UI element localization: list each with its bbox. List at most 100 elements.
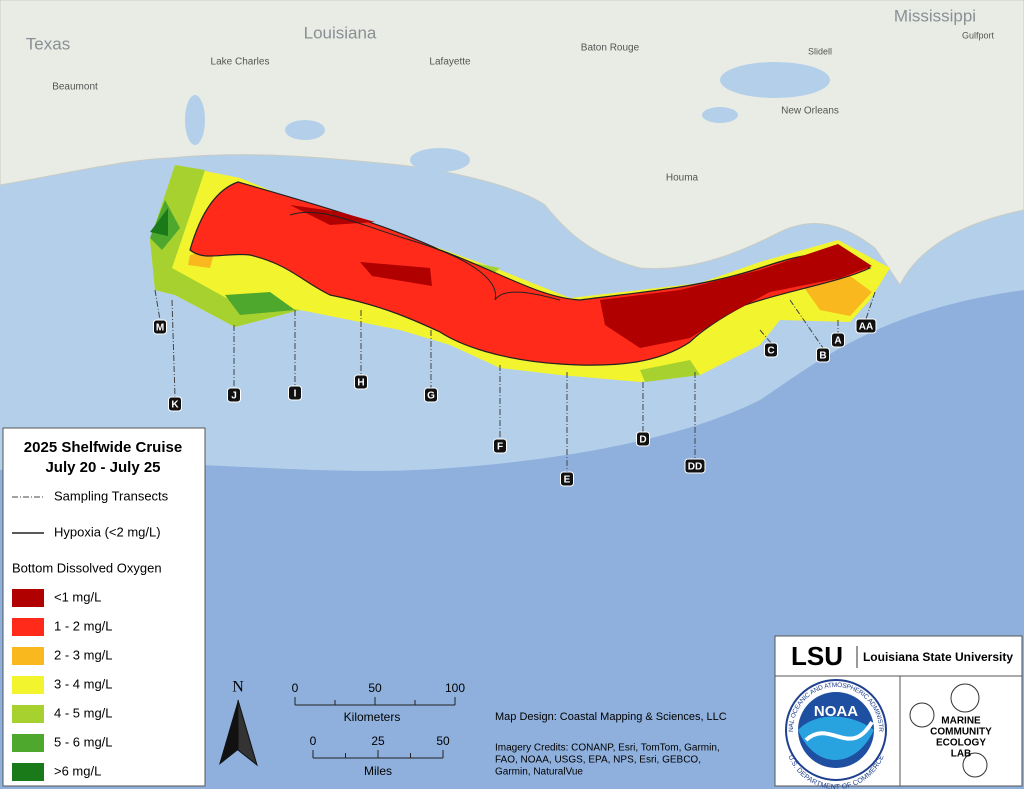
legend-swatch: [12, 705, 44, 723]
place-label: Texas: [26, 34, 70, 53]
transect-badge: [855, 318, 877, 334]
legend-label: 2 - 3 mg/L: [54, 647, 113, 662]
transect-badge: [288, 385, 302, 401]
transect-line: [865, 291, 876, 320]
lake: [185, 95, 205, 145]
oxygen-class: [150, 208, 168, 236]
transect-label: G: [427, 391, 435, 402]
lab-name: COMMUNITY: [930, 727, 992, 738]
place-label: Slidell: [808, 46, 832, 56]
transect-line: [154, 289, 161, 321]
scale-tick-label: 25: [371, 734, 385, 748]
scale-tick-label: 0: [310, 734, 317, 748]
legend-swatch: [12, 676, 44, 694]
transect-label: AA: [859, 322, 873, 333]
transect-badge: [227, 387, 241, 403]
transect-label: C: [767, 346, 774, 357]
transect-label: B: [819, 351, 826, 362]
place-label: Louisiana: [304, 23, 377, 42]
legend-swatch: [12, 589, 44, 607]
legend-label: 1 - 2 mg/L: [54, 618, 113, 633]
transect-label: F: [497, 442, 503, 453]
legend-label: >6 mg/L: [54, 763, 101, 778]
transect-badge: [168, 396, 182, 412]
noaa-logo: NOAA: [814, 703, 858, 720]
lsu-name: Louisiana State University: [863, 650, 1013, 664]
legend-title: 2025 Shelfwide Cruise: [24, 439, 182, 456]
legend-label: <1 mg/L: [54, 589, 101, 604]
legend-heading: Bottom Dissolved Oxygen: [12, 560, 162, 575]
lake: [410, 148, 470, 172]
place-label: Lake Charles: [211, 57, 270, 68]
transect-label: DD: [688, 462, 702, 473]
transect-badge: [636, 431, 650, 447]
legend-swatch: [12, 734, 44, 752]
noaa-gull: [804, 720, 874, 742]
transect-label: M: [156, 323, 164, 334]
transect-badge: [560, 471, 574, 487]
noaa-wave: [798, 716, 874, 760]
transect-badge: [816, 347, 830, 363]
legend-swatch: [12, 618, 44, 636]
place-label: Baton Rouge: [581, 43, 640, 54]
place-label: Gulfport: [962, 30, 995, 40]
scale-unit: Kilometers: [344, 710, 401, 724]
transect-line: [171, 299, 176, 398]
place-label: New Orleans: [781, 106, 839, 117]
legend-label: Sampling Transects: [54, 488, 169, 503]
oxygen-class: [150, 165, 300, 327]
transect-badge: [493, 438, 507, 454]
lake: [702, 107, 738, 123]
transect-label: I: [294, 389, 297, 400]
oxygen-class: [800, 276, 872, 316]
lake: [720, 62, 830, 98]
transect-line: [759, 329, 772, 344]
transect-badge: [424, 387, 438, 403]
lsu-logo: LSU: [791, 641, 843, 671]
legend-label: 3 - 4 mg/L: [54, 676, 113, 691]
lab-icon: [950, 683, 980, 713]
lake: [285, 120, 325, 140]
lab-name: MARINE: [941, 716, 981, 727]
place-label: Mississippi: [894, 6, 976, 25]
scale-tick-label: 50: [368, 681, 382, 695]
transect-badge: [831, 332, 845, 348]
transect-label: K: [171, 400, 179, 411]
legend-label: 5 - 6 mg/L: [54, 734, 113, 749]
place-label: Lafayette: [429, 57, 471, 68]
transect-badge: [684, 458, 706, 474]
lab-name: LAB: [951, 749, 972, 760]
legend-swatch: [12, 763, 44, 781]
legend-swatch: [12, 647, 44, 665]
scale-bar: N 0 50 100 0 25 50 Kilometers Miles Map Design: C…: [219, 679, 727, 778]
scale-tick-label: 0: [292, 681, 299, 695]
credit-imagery: FAO, NOAA, USGS, EPA, NPS, Esri, GEBCO,: [495, 755, 701, 766]
lab-icon: [909, 702, 935, 728]
lab-name: ECOLOGY: [936, 738, 986, 749]
transect-label: H: [357, 378, 364, 389]
map-labels: Texas Louisiana Mississippi Baton Rouge Lake…: [26, 6, 995, 487]
transect-label: D: [639, 435, 646, 446]
hypoxia-inner: [289, 211, 561, 301]
north-label: N: [232, 679, 244, 696]
transect-badge: [153, 319, 167, 335]
credit-imagery: Imagery Credits: CONANP, Esri, TomTom, G…: [495, 743, 720, 754]
oxygen-zone: [150, 165, 890, 382]
credit-design: Map Design: Coastal Mapping & Sciences, …: [495, 711, 727, 723]
scale-tick-label: 50: [436, 734, 450, 748]
oxygen-class: [600, 244, 872, 348]
transect-label: J: [231, 391, 237, 402]
scale-unit: Miles: [364, 764, 392, 778]
legend-label: Hypoxia (<2 mg/L): [54, 524, 161, 539]
oxygen-class: [225, 292, 295, 315]
credit-imagery: Garmin, NaturalVue: [495, 767, 583, 778]
transect-label: A: [834, 336, 841, 347]
legend: 2025 Shelfwide Cruise July 20 - July 25 Sa…: [12, 439, 182, 781]
place-label: Beaumont: [52, 82, 98, 93]
place-label: Houma: [666, 173, 699, 184]
legend-subtitle: July 20 - July 25: [45, 459, 160, 476]
transect-label: E: [564, 475, 571, 486]
north-arrow: [237, 699, 258, 767]
transect-line: [789, 299, 824, 349]
